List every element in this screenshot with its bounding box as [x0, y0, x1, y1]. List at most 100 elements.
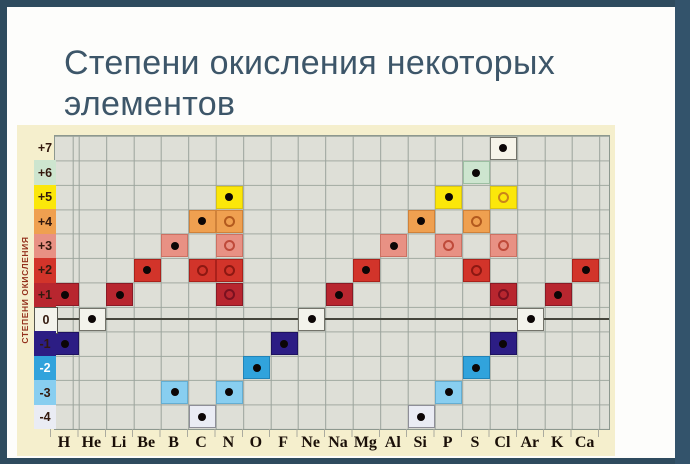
y-axis-row-label: +3: [34, 233, 56, 259]
x-axis-ticks: [50, 429, 600, 437]
filled-dot-marker: [554, 290, 563, 299]
oxidation-cell: [106, 283, 134, 307]
y-axis-row-label: -1: [34, 331, 56, 357]
y-axis-title: СТЕПЕНИ ОКИСЛЕНИЯ: [20, 236, 30, 344]
zero-axis-line: [55, 318, 609, 320]
x-axis-label: O: [249, 434, 263, 451]
y-axis-row-label: +6: [34, 160, 56, 186]
oxidation-cell: [462, 356, 490, 380]
filled-dot-marker: [252, 363, 261, 372]
y-axis-row-label: +4: [34, 209, 56, 235]
oxidation-cell: [462, 209, 490, 233]
oxidation-cell: [489, 234, 517, 258]
x-axis-label: H: [57, 434, 71, 451]
filled-dot-marker: [61, 339, 69, 348]
oxidation-cell: [572, 258, 600, 282]
filled-dot-marker: [198, 217, 206, 226]
y-axis-row-label-text: +2: [37, 263, 53, 278]
y-axis-row-label: -4: [34, 404, 56, 430]
x-axis-label: C: [195, 434, 207, 451]
oxidation-cell: [161, 380, 189, 404]
oxidation-cell: [489, 136, 517, 160]
oxidation-cell: [215, 258, 243, 282]
y-axis-row-label-text: +1: [37, 287, 53, 302]
filled-dot-marker: [499, 339, 508, 348]
open-circle-marker: [196, 264, 208, 276]
x-axis-label: N: [222, 434, 235, 451]
filled-dot-marker: [472, 363, 480, 372]
oxidation-cell: [435, 234, 463, 258]
y-axis-row-label-text: -4: [39, 409, 51, 424]
filled-dot-marker: [581, 266, 590, 275]
x-axis-label: Na: [328, 434, 348, 451]
oxidation-cell: [133, 258, 161, 282]
oxidation-cell: [188, 258, 216, 282]
open-circle-marker: [223, 215, 235, 227]
oxidation-cell: [489, 185, 517, 209]
open-circle-marker: [223, 264, 235, 276]
filled-dot-marker: [61, 290, 69, 299]
y-axis-row-label: -2: [34, 355, 56, 381]
x-axis-label: Cl: [494, 434, 511, 451]
oxidation-cell: [270, 332, 298, 356]
open-circle-marker: [497, 240, 509, 252]
y-axis-row-label-text: 0: [42, 313, 50, 328]
filled-dot-marker: [225, 193, 234, 202]
y-axis-row-label-text: +3: [37, 239, 53, 254]
open-circle-marker: [443, 240, 455, 252]
oxidation-cell: [325, 283, 353, 307]
x-axis-label: B: [168, 434, 179, 451]
filled-dot-marker: [526, 315, 535, 324]
filled-dot-marker: [198, 412, 206, 421]
open-circle-marker: [470, 264, 482, 276]
filled-dot-marker: [280, 339, 289, 348]
oxidation-cell: [489, 283, 517, 307]
oxidation-cell: [462, 161, 490, 185]
x-axis-label: K: [550, 434, 564, 451]
slide: Степени окисления некоторых элементов СТ…: [7, 7, 675, 458]
filled-dot-marker: [115, 290, 124, 299]
oxidation-cell: [489, 332, 517, 356]
oxidation-cell: [352, 258, 380, 282]
x-axis-label: S: [470, 434, 480, 451]
filled-dot-marker: [143, 266, 152, 275]
oxidation-cell: [517, 307, 545, 331]
y-axis-row-label: -3: [34, 380, 56, 405]
filled-dot-marker: [170, 388, 179, 397]
oxidation-states-chart: СТЕПЕНИ ОКИСЛЕНИЯ +7 +6 +5 +4 +3 +2 +1 0 -1 -2 -3 -…: [17, 125, 615, 456]
x-axis-label: Mg: [353, 434, 377, 451]
x-axis-label: Si: [413, 434, 427, 451]
oxidation-cell: [215, 380, 243, 404]
oxidation-cell: [215, 283, 243, 307]
page-title: Степени окисления некоторых элементов: [64, 43, 639, 125]
y-axis-row-label-text: -2: [39, 361, 51, 376]
y-axis-row-label: +7: [34, 136, 56, 161]
oxidation-cell: [407, 405, 435, 429]
filled-dot-marker: [444, 388, 453, 397]
oxidation-cell: [215, 209, 243, 233]
oxidation-cell: [407, 209, 435, 233]
filled-dot-marker: [170, 241, 179, 250]
oxidation-cell: [298, 307, 326, 331]
y-axis-row-label-text: -1: [39, 336, 51, 351]
page-title-line2: элементов: [64, 85, 236, 123]
filled-dot-marker: [417, 217, 426, 226]
x-axis-label: He: [81, 434, 102, 451]
x-axis-label: Al: [384, 434, 401, 451]
y-axis-row-label-text: +4: [37, 214, 53, 229]
oxidation-cell: [462, 258, 490, 282]
y-axis-row-label: +1: [34, 282, 56, 308]
filled-dot-marker: [307, 315, 316, 324]
filled-dot-marker: [472, 168, 480, 177]
x-axis-label: F: [278, 434, 289, 451]
oxidation-cell: [243, 356, 271, 380]
filled-dot-marker: [225, 388, 234, 397]
filled-dot-marker: [88, 315, 97, 324]
oxidation-cell: [78, 307, 106, 331]
y-axis-row-label-text: +5: [37, 190, 53, 205]
y-axis-row-label-text: +7: [37, 141, 53, 156]
x-axis-label: P: [442, 434, 453, 451]
filled-dot-marker: [499, 144, 508, 153]
oxidation-cell: [380, 234, 408, 258]
oxidation-cell: [435, 380, 463, 404]
